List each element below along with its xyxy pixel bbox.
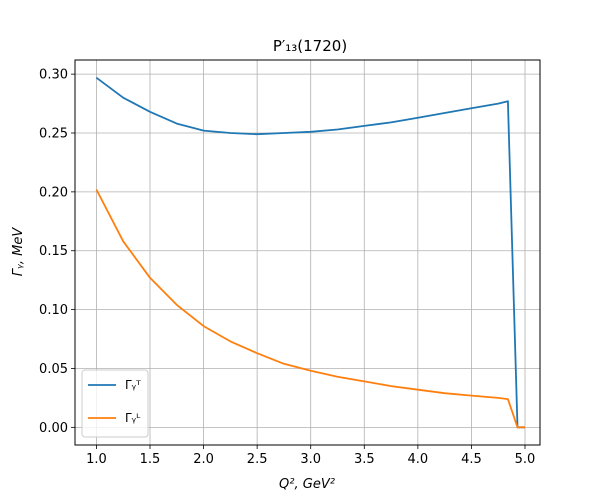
y-tick-label: 0.05 [39, 362, 68, 377]
x-tick-label: 2.5 [247, 452, 268, 467]
y-tick-label: 0.10 [39, 303, 68, 318]
x-tick-label: 2.0 [193, 452, 214, 467]
x-tick-label: 1.5 [140, 452, 161, 467]
y-axis-ticks: 0.00 0.05 0.10 0.15 0.20 0.25 0.30 [39, 68, 75, 436]
plot-frame [74, 59, 541, 446]
x-tick-label: 1.0 [86, 452, 107, 467]
legend-box [81, 369, 149, 438]
grid [75, 60, 540, 445]
y-tick-label: 0.00 [39, 421, 68, 436]
x-axis-label: Q², GeV² [279, 477, 335, 492]
y-tick-label: 0.25 [39, 126, 68, 141]
y-axis-label: Γᵧ, MeV [11, 227, 26, 277]
x-tick-label: 3.0 [300, 452, 321, 467]
y-tick-label: 0.15 [39, 244, 68, 259]
legend-label-longitudinal: Γᵧᴸ [125, 411, 141, 425]
x-axis-ticks: 1.0 1.5 2.0 2.5 3.0 3.5 4.0 4.5 5.0 [86, 445, 535, 467]
y-tick-label: 0.20 [39, 185, 68, 200]
y-tick-label: 0.30 [39, 68, 68, 83]
x-tick-label: 5.0 [515, 452, 536, 467]
x-tick-label: 4.0 [408, 452, 429, 467]
series-line-1 [95, 189, 525, 429]
series-line-0 [95, 76, 525, 429]
series-lines [95, 76, 525, 429]
x-tick-label: 3.5 [354, 452, 375, 467]
legend: Γᵧᵀ Γᵧᴸ [81, 369, 149, 438]
x-tick-label: 4.5 [461, 452, 482, 467]
chart-title: P′₁₃(1720) [273, 37, 347, 55]
legend-label-transverse: Γᵧᵀ [125, 378, 141, 392]
